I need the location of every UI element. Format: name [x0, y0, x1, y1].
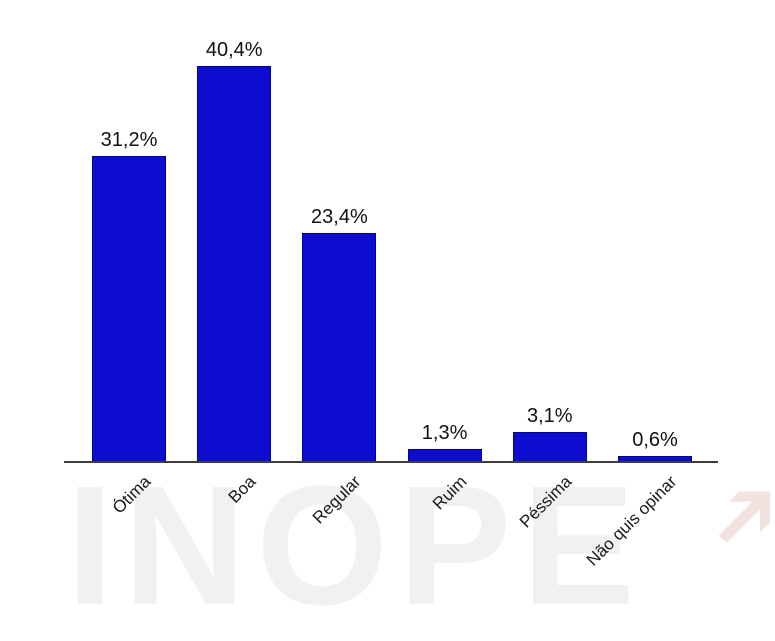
bar	[92, 156, 166, 462]
bar-value-label: 3,1%	[527, 404, 573, 427]
bar-chart: INOPE ➔ 31,2% Ótima 40,4% Boa 23,4% Regular 1,…	[64, 39, 775, 631]
plot-area: 31,2% Ótima 40,4% Boa 23,4% Regular 1,3% Ruim 3,…	[92, 39, 692, 570]
bar	[197, 66, 272, 462]
bar-value-label: 40,4%	[205, 39, 263, 62]
bar-value-label: 0,6%	[632, 429, 678, 452]
bar-value-label: 1,3%	[421, 422, 468, 445]
bar	[512, 431, 587, 462]
x-axis-line	[64, 461, 718, 463]
bar-value-label: 23,4%	[311, 205, 368, 228]
bar-value-label: 31,2%	[100, 129, 158, 152]
bar	[302, 232, 377, 462]
